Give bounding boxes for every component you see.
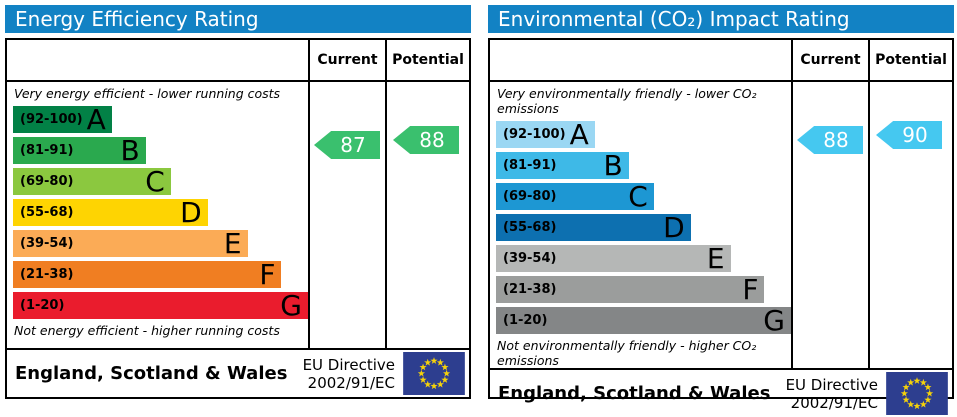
bottom-caption: Not energy efficient - higher running co… [14,323,280,338]
eu-flag-icon [886,372,948,415]
band-letter: C [628,180,648,213]
environmental-impact-title: Environmental (CO₂) Impact Rating [488,5,954,33]
band-letter: B [603,149,623,182]
current-value-cell: 87 [310,82,387,348]
current-column-header: Current [310,40,387,80]
band-b: (81-91) B [496,149,629,182]
eu-directive-label: EU Directive 2002/91/EC [785,375,878,412]
region-label: England, Scotland & Wales [15,363,288,384]
band-letter: C [145,165,165,198]
potential-column-header: Potential [875,52,947,68]
current-column-header: Current [793,40,870,80]
potential-value-cell: 90 [870,82,952,368]
band-range: (69-80) [20,174,74,189]
band-range: (1-20) [503,313,548,328]
band-range: (92-100) [20,112,83,127]
energy-efficiency-frame: Current Potential Very energy efficient … [5,38,471,399]
band-letter: D [180,196,202,229]
table-footer: England, Scotland & Wales EU Directive 2… [490,368,952,417]
region-label: England, Scotland & Wales [498,383,771,404]
band-letter: E [223,227,242,260]
current-value-cell: 88 [793,82,870,368]
band-range: (81-91) [20,143,74,158]
band-letter: G [763,304,785,337]
band-range: (21-38) [503,282,557,297]
header-spacer [7,40,310,80]
band-letter: G [280,289,302,322]
band-letter: F [259,258,276,291]
eu-directive-label: EU Directive 2002/91/EC [302,355,395,392]
band-letter: E [706,242,725,275]
rating-bands-area: Very energy efficient - lower running co… [7,82,310,348]
band-letter: A [86,103,106,136]
band-range: (39-54) [503,251,557,266]
environmental-impact-panel: Environmental (CO₂) Impact Rating Curren… [488,5,954,415]
band-e: (39-54) E [496,242,731,275]
environmental-impact-frame: Current Potential Very environmentally f… [488,38,954,415]
table-header: Current Potential [7,40,469,82]
potential-rating-arrow: 90 [876,121,942,149]
top-caption: Very energy efficient - lower running co… [14,86,281,101]
band-g: (1-20) G [496,304,791,337]
eu-flag-icon [403,352,465,395]
band-range: (81-91) [503,158,557,173]
band-g: (1-20) G [13,289,308,322]
band-letter: B [120,134,140,167]
band-a: (92-100) A [496,118,595,151]
band-b: (81-91) B [13,134,146,167]
band-range: (55-68) [503,220,557,235]
table-footer: England, Scotland & Wales EU Directive 2… [7,348,469,397]
band-f: (21-38) F [13,258,282,291]
potential-column-header: Potential [392,52,464,68]
band-a: (92-100) A [13,103,112,136]
rating-bands-area: Very environmentally friendly - lower CO… [490,82,793,368]
band-d: (55-68) D [13,196,208,229]
band-letter: D [663,211,685,244]
top-caption: Very environmentally friendly - lower CO… [497,86,757,116]
bottom-caption: Not environmentally friendly - higher CO… [497,338,757,368]
table-body: Very environmentally friendly - lower CO… [490,82,952,368]
table-header: Current Potential [490,40,952,82]
header-spacer [490,40,793,80]
potential-rating-arrow: 88 [393,126,459,154]
band-range: (1-20) [20,298,65,313]
band-letter: A [569,118,589,151]
energy-efficiency-title: Energy Efficiency Rating [5,5,471,33]
band-range: (55-68) [20,205,74,220]
band-e: (39-54) E [13,227,248,260]
band-range: (92-100) [503,127,566,142]
band-range: (39-54) [20,236,74,251]
band-c: (69-80) C [13,165,171,198]
epc-charts: Energy Efficiency Rating Current Potenti… [5,5,954,415]
rating-bars: (92-100) A (81-91) B (69-80) C (55-68) D (39… [7,103,308,322]
current-rating-arrow: 88 [797,126,863,154]
current-rating-arrow: 87 [314,131,380,159]
table-body: Very energy efficient - lower running co… [7,82,469,348]
band-c: (69-80) C [496,180,654,213]
rating-bars: (92-100) A (81-91) B (69-80) C (55-68) D (39… [490,118,791,337]
band-d: (55-68) D [496,211,691,244]
potential-value-cell: 88 [387,82,469,348]
band-letter: F [742,273,759,306]
energy-efficiency-panel: Energy Efficiency Rating Current Potenti… [5,5,471,399]
band-f: (21-38) F [496,273,765,306]
band-range: (21-38) [20,267,74,282]
band-range: (69-80) [503,189,557,204]
